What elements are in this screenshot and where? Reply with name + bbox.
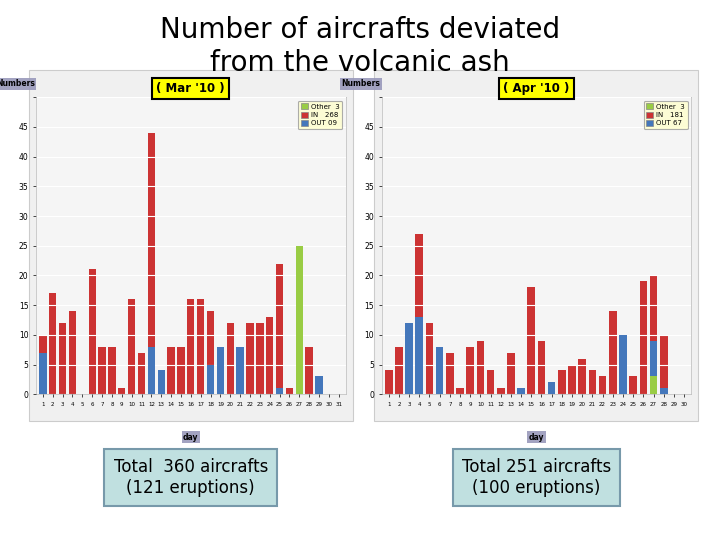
- Text: Total 251 aircrafts
(100 eruptions): Total 251 aircrafts (100 eruptions): [462, 458, 611, 497]
- Bar: [649, 376, 657, 394]
- Bar: [436, 347, 444, 394]
- Bar: [405, 323, 413, 394]
- Text: day: day: [528, 433, 544, 442]
- Bar: [148, 347, 155, 394]
- Bar: [217, 347, 224, 394]
- Bar: [497, 388, 505, 394]
- Bar: [69, 311, 76, 394]
- Bar: [436, 347, 444, 394]
- Bar: [456, 388, 464, 394]
- Bar: [639, 281, 647, 394]
- Legend: Other  3, IN   268, OUT 09: Other 3, IN 268, OUT 09: [298, 100, 342, 129]
- Bar: [446, 353, 454, 394]
- Bar: [49, 293, 56, 394]
- Bar: [599, 376, 606, 394]
- Text: day: day: [183, 433, 199, 442]
- Bar: [426, 323, 433, 394]
- Bar: [629, 376, 637, 394]
- Bar: [609, 311, 616, 394]
- Text: Number of aircrafts deviated
from the volcanic ash: Number of aircrafts deviated from the vo…: [160, 16, 560, 77]
- Bar: [296, 335, 303, 394]
- Bar: [660, 388, 667, 394]
- Title: ( Apr '10 ): ( Apr '10 ): [503, 82, 570, 94]
- Text: Numbers: Numbers: [341, 79, 380, 88]
- Bar: [558, 370, 566, 394]
- Bar: [39, 353, 47, 394]
- Bar: [568, 364, 576, 394]
- Bar: [305, 347, 312, 394]
- Bar: [227, 323, 234, 394]
- Bar: [276, 388, 283, 394]
- Bar: [385, 370, 392, 394]
- Bar: [548, 382, 556, 394]
- Bar: [467, 347, 474, 394]
- Bar: [118, 388, 125, 394]
- Bar: [167, 347, 175, 394]
- Bar: [108, 347, 116, 394]
- Bar: [548, 382, 556, 394]
- Bar: [177, 347, 184, 394]
- Bar: [217, 347, 224, 394]
- Bar: [286, 388, 293, 394]
- Bar: [99, 347, 106, 394]
- Bar: [487, 370, 495, 394]
- Bar: [207, 311, 215, 394]
- Bar: [39, 335, 47, 394]
- Bar: [588, 370, 596, 394]
- Bar: [246, 323, 253, 394]
- Bar: [138, 353, 145, 394]
- Bar: [59, 323, 66, 394]
- Text: Total  360 aircrafts
(121 eruptions): Total 360 aircrafts (121 eruptions): [114, 458, 268, 497]
- Bar: [619, 341, 627, 394]
- Bar: [236, 347, 244, 394]
- Title: ( Mar '10 ): ( Mar '10 ): [156, 82, 225, 94]
- Bar: [158, 370, 165, 394]
- Bar: [619, 335, 627, 394]
- Bar: [89, 269, 96, 394]
- Bar: [236, 347, 244, 394]
- Bar: [477, 341, 485, 394]
- Bar: [528, 287, 535, 394]
- Bar: [660, 335, 667, 394]
- Bar: [415, 317, 423, 394]
- Bar: [207, 364, 215, 394]
- Bar: [148, 133, 155, 394]
- Bar: [266, 317, 274, 394]
- Bar: [276, 264, 283, 394]
- Bar: [507, 353, 515, 394]
- Bar: [538, 341, 545, 394]
- Bar: [517, 388, 525, 394]
- Bar: [395, 347, 402, 394]
- Bar: [296, 246, 303, 394]
- Bar: [197, 299, 204, 394]
- Bar: [578, 359, 586, 394]
- Bar: [256, 323, 264, 394]
- Bar: [649, 275, 657, 394]
- Bar: [296, 258, 303, 394]
- Bar: [649, 341, 657, 394]
- Bar: [128, 299, 135, 394]
- Bar: [158, 370, 165, 394]
- Text: Numbers: Numbers: [0, 79, 35, 88]
- Bar: [187, 299, 194, 394]
- Bar: [315, 376, 323, 394]
- Bar: [315, 376, 323, 394]
- Legend: Other  3, IN   181, OUT 67: Other 3, IN 181, OUT 67: [644, 100, 688, 129]
- Bar: [415, 234, 423, 394]
- Bar: [405, 323, 413, 394]
- Bar: [517, 388, 525, 394]
